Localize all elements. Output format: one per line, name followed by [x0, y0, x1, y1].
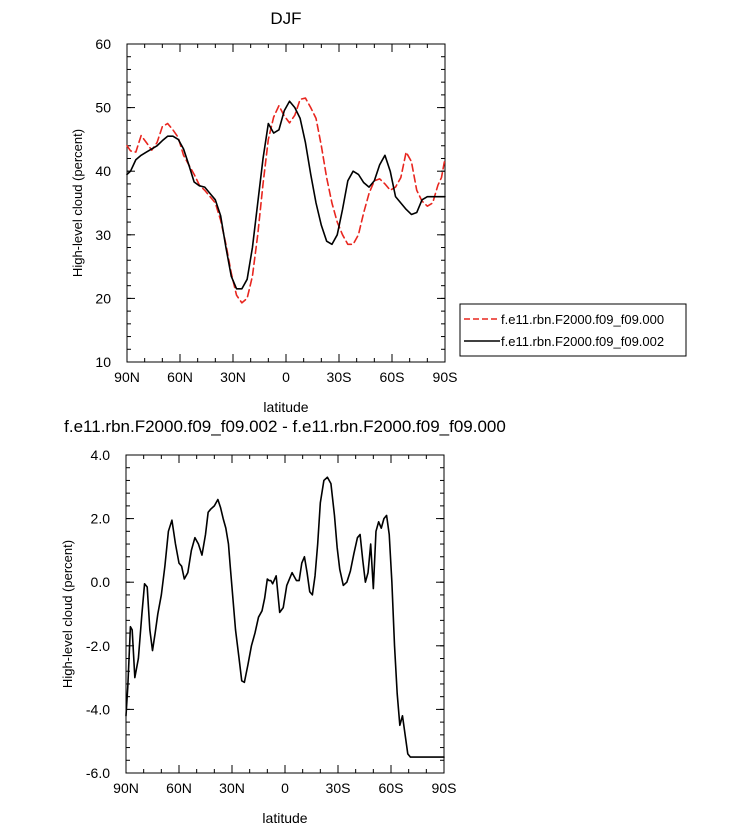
y-tick-label: 50 [95, 100, 111, 116]
x-tick-label: 60S [379, 780, 404, 796]
y-tick-label: 20 [95, 290, 111, 306]
bottom-chart-series-line-0 [125, 476, 445, 758]
x-tick-label: 30N [220, 369, 246, 385]
top-chart-x-axis-label: latitude [263, 399, 308, 415]
x-tick-label: 60S [380, 369, 405, 385]
bottom-chart-y-axis-label: High-level cloud (percent) [60, 540, 75, 688]
y-tick-label: 30 [95, 227, 111, 243]
x-tick-label: 90N [114, 369, 140, 385]
y-tick-label: 0.0 [91, 574, 111, 590]
legend-label-series-1: f.e11.rbn.F2000.f09_f09.002 [501, 334, 664, 349]
bottom-chart-x-axis-label: latitude [262, 810, 307, 826]
y-tick-label: 10 [95, 354, 111, 370]
y-tick-label: 40 [95, 163, 111, 179]
x-tick-label: 30S [327, 369, 352, 385]
y-tick-label: 60 [95, 36, 111, 52]
x-tick-label: 30N [219, 780, 245, 796]
top-chart-title: DJF [270, 9, 301, 28]
top-chart-series [126, 97, 446, 304]
legend-label-series-0: f.e11.rbn.F2000.f09_f09.000 [501, 312, 664, 327]
x-tick-label: 60N [166, 780, 192, 796]
top-chart-plot-frame [126, 43, 446, 363]
y-tick-label: -4.0 [86, 701, 110, 717]
top-chart-series-line-0 [126, 97, 446, 304]
top-chart-legend: f.e11.rbn.F2000.f09_f09.000 f.e11.rbn.F2… [459, 303, 687, 357]
top-chart-y-axis-label: High-level cloud (percent) [70, 129, 85, 277]
y-tick-label: -6.0 [86, 765, 110, 781]
bottom-chart-title: f.e11.rbn.F2000.f09_f09.002 - f.e11.rbn.… [64, 417, 506, 436]
x-tick-label: 90N [113, 780, 139, 796]
x-tick-label: 90S [433, 369, 458, 385]
bottom-chart-plot-frame [125, 454, 445, 774]
y-tick-label: 4.0 [91, 447, 111, 463]
y-tick-label: 2.0 [91, 511, 111, 527]
top-chart-series-line-1 [126, 100, 446, 290]
bottom-chart-series [125, 476, 445, 758]
x-tick-label: 90S [432, 780, 457, 796]
x-tick-label: 30S [326, 780, 351, 796]
x-tick-label: 0 [281, 780, 289, 796]
top-chart-ticks: 90N 60N 30N 0 30S 60S 90S 10 20 30 40 50 60 [95, 36, 457, 385]
x-tick-label: 0 [282, 369, 290, 385]
y-tick-label: -2.0 [86, 638, 110, 654]
bottom-chart-ticks: 90N 60N 30N 0 30S 60S 90S -6.0 -4.0 -2.0 0.0 2.0 4.0 [86, 447, 457, 796]
x-tick-label: 60N [167, 369, 193, 385]
top-chart: DJF 90N 60N 30N 0 30S 60S 90S 10 20 30 40 50 60 lati… [70, 9, 687, 415]
legend-box [459, 303, 687, 357]
bottom-chart: f.e11.rbn.F2000.f09_f09.002 - f.e11.rbn.… [60, 417, 506, 826]
